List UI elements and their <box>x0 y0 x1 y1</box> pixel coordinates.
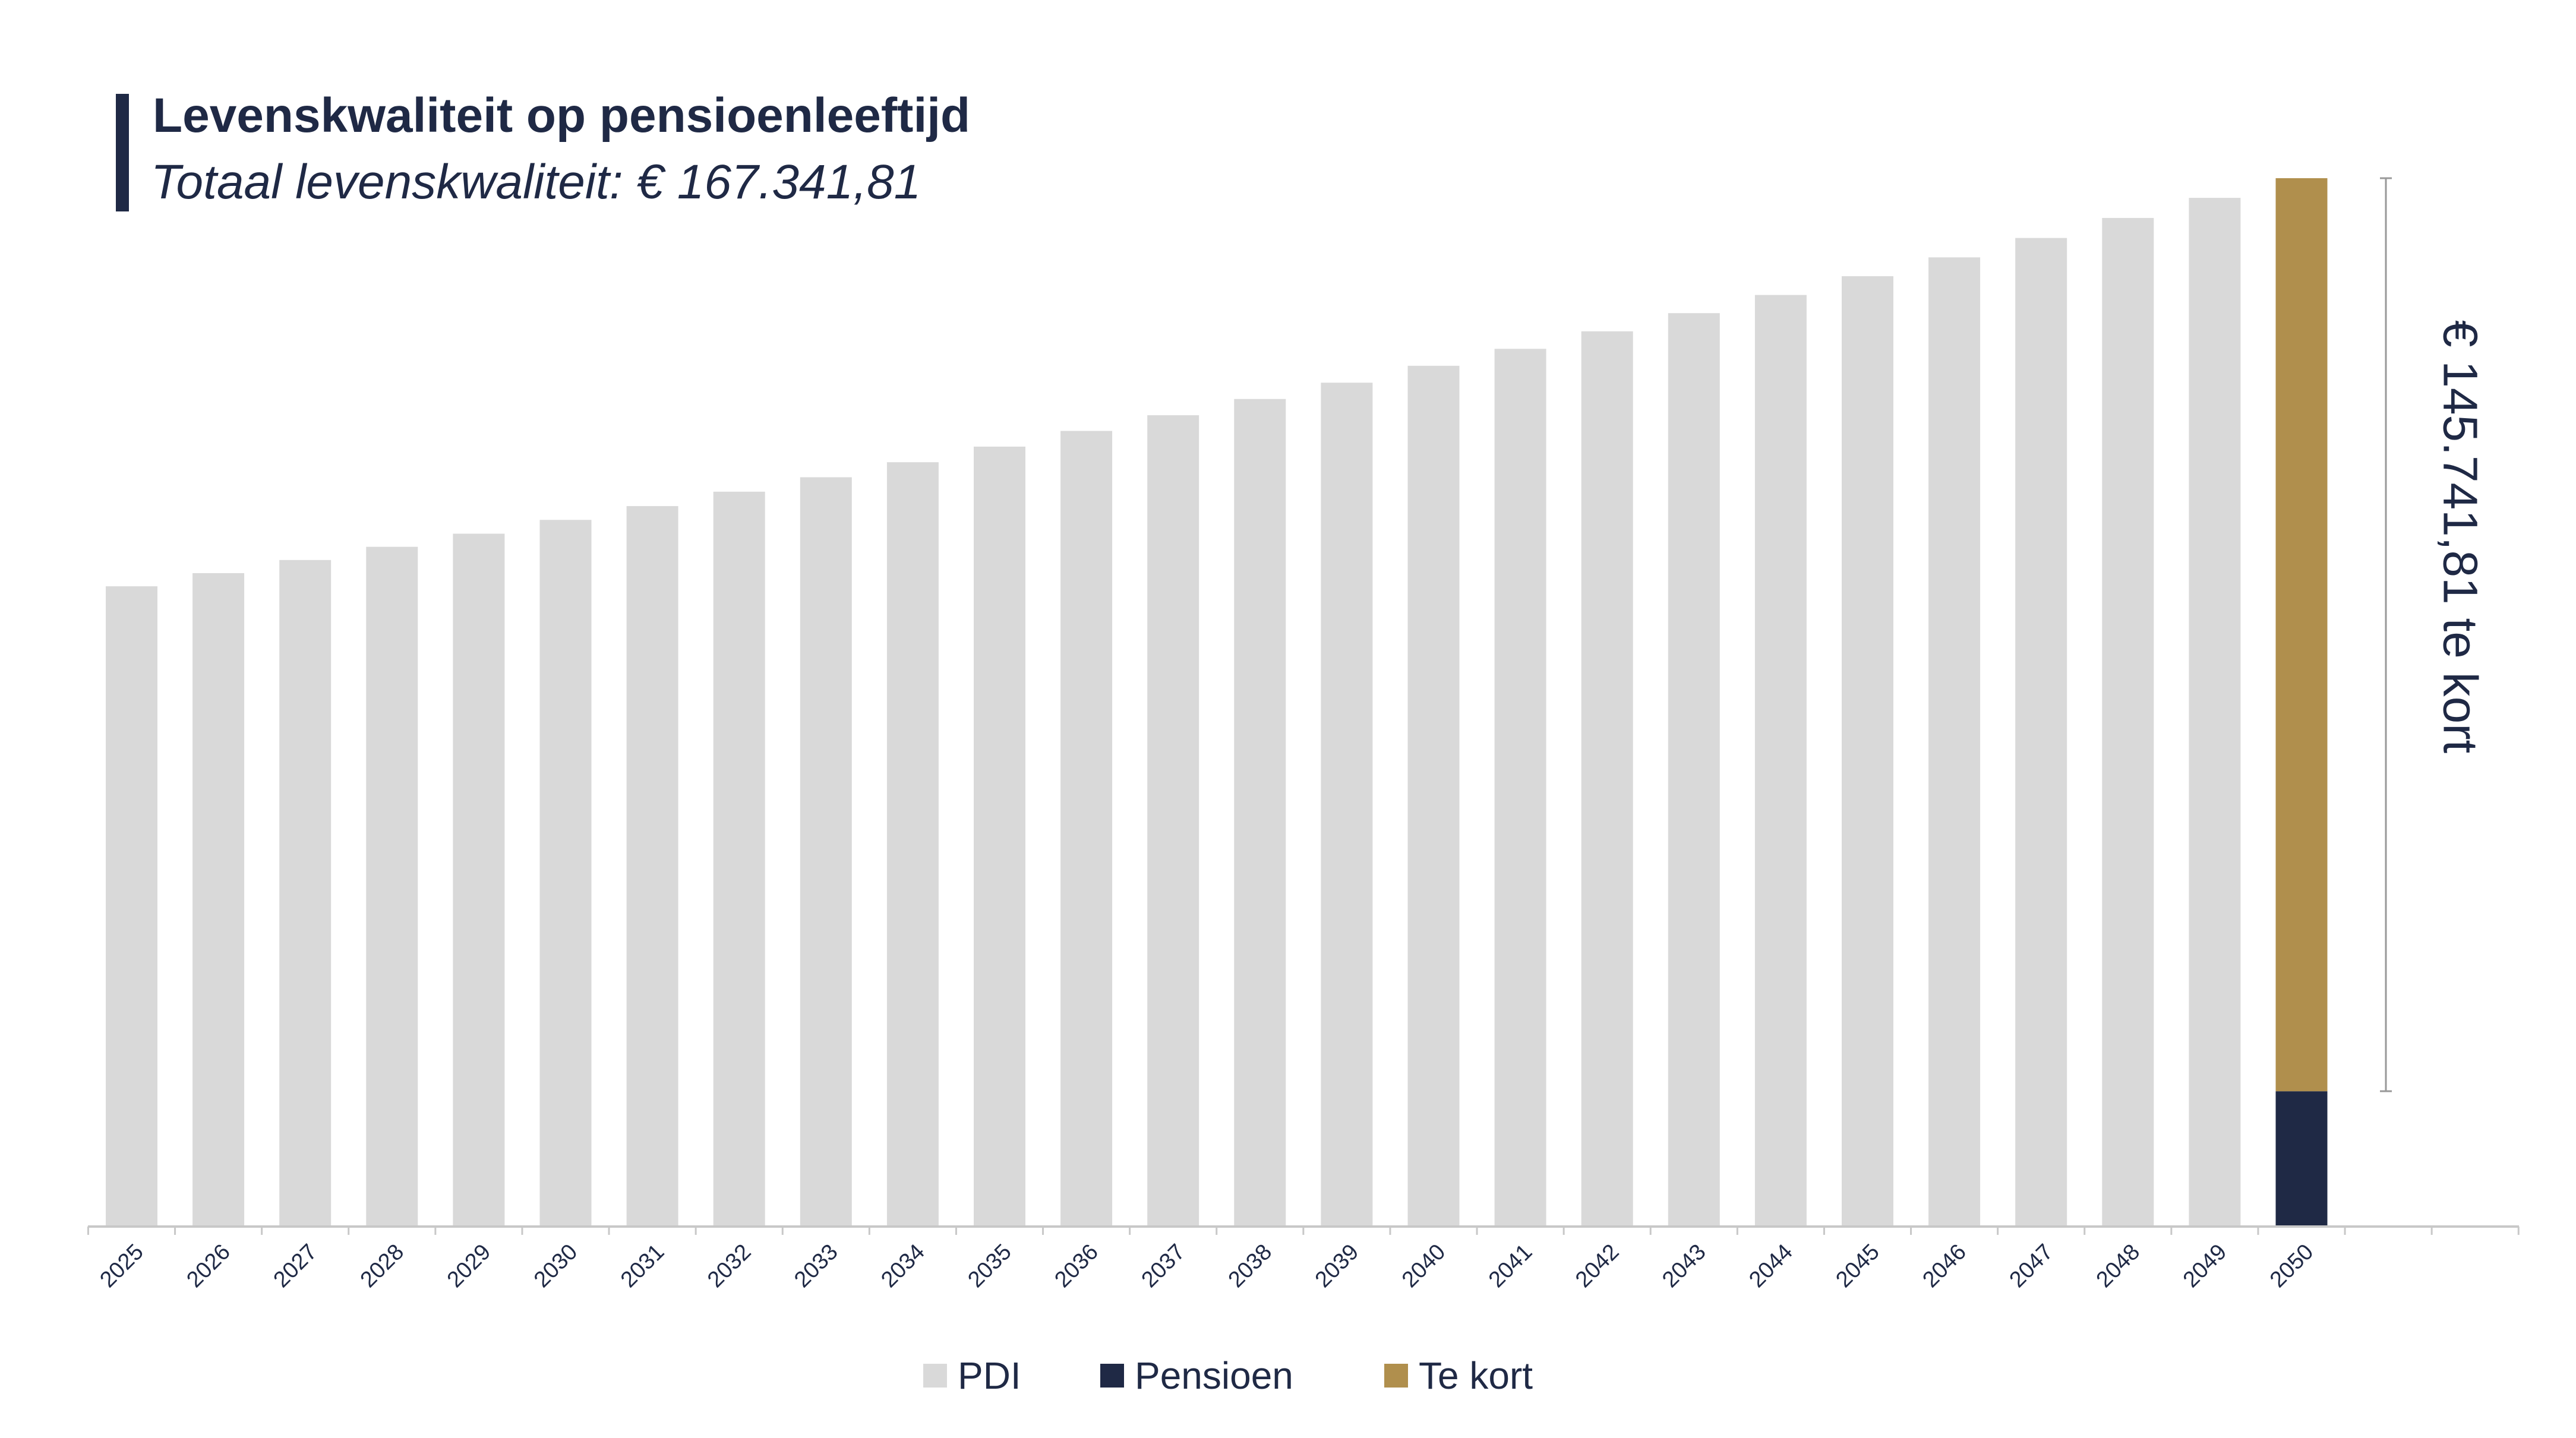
bar-pensioen-2050 <box>2275 1091 2328 1227</box>
chart-title: Levenskwaliteit op pensioenleeftijd <box>153 89 971 143</box>
x-tick-labels: 2025 2026 2027 2028 2029 2030 2031 2032 2033 2034… <box>87 1227 2520 1292</box>
bar-pdi-2041 <box>1494 349 1546 1227</box>
bar-pdi-2027 <box>279 560 332 1227</box>
bar-pdi-2038 <box>1234 399 1286 1227</box>
title-accent-bar <box>116 94 129 211</box>
bar-pdi-2029 <box>453 533 505 1227</box>
bar-pdi-2047 <box>2015 238 2067 1227</box>
x-tick-label-2033: 2033 <box>790 1240 842 1292</box>
x-tick-label-2043: 2043 <box>1658 1240 1710 1292</box>
x-tick-label-2041: 2041 <box>1484 1240 1537 1292</box>
legend-swatch-pdi <box>923 1364 947 1388</box>
x-tick-label-2045: 2045 <box>1831 1240 1884 1292</box>
x-tick-label-2044: 2044 <box>1744 1240 1797 1292</box>
bar-pdi-2040 <box>1407 365 1460 1227</box>
legend: PDI Pensioen Te kort <box>923 1354 1533 1397</box>
x-tick-label-2042: 2042 <box>1571 1240 1624 1292</box>
legend-swatch-te-kort <box>1384 1364 1408 1388</box>
bar-pdi-2045 <box>1842 276 1893 1227</box>
bar-pdi-2032 <box>713 491 765 1227</box>
x-tick-label-2036: 2036 <box>1050 1240 1103 1292</box>
x-tick-label-2039: 2039 <box>1311 1240 1363 1292</box>
x-tick-label-2025: 2025 <box>95 1240 148 1292</box>
x-tick-label-2038: 2038 <box>1224 1240 1277 1292</box>
legend-label-pensioen: Pensioen <box>1135 1354 1293 1397</box>
x-tick-label-2047: 2047 <box>2005 1240 2058 1292</box>
x-tick-label-2031: 2031 <box>616 1240 669 1292</box>
bar-pdi-2036 <box>1060 431 1113 1227</box>
bar-pdi-2033 <box>800 477 852 1227</box>
bar-pdi-2026 <box>192 573 245 1227</box>
x-tick-label-2029: 2029 <box>443 1240 495 1292</box>
bar-pdi-2049 <box>2189 198 2241 1227</box>
x-tick-label-2050: 2050 <box>2265 1240 2318 1292</box>
x-tick-label-2048: 2048 <box>2092 1240 2145 1292</box>
x-tick-label-2035: 2035 <box>963 1240 1016 1292</box>
x-tick-label-2034: 2034 <box>876 1240 929 1292</box>
bar-pdi-2031 <box>626 506 678 1227</box>
x-tick-label-2049: 2049 <box>2179 1240 2231 1292</box>
bar-pdi-2035 <box>974 446 1025 1227</box>
bar-pdi-2042 <box>1581 331 1633 1227</box>
bar-pdi-2030 <box>539 520 592 1227</box>
chart-subtitle: Totaal levenskwaliteit: € 167.341,81 <box>151 155 921 209</box>
bar-pdi-2046 <box>1928 257 1981 1227</box>
legend-label-te-kort: Te kort <box>1419 1354 1533 1397</box>
bar-pdi-2039 <box>1321 383 1373 1227</box>
x-tick-label-2028: 2028 <box>356 1240 409 1292</box>
bar-pdi-2034 <box>886 462 939 1227</box>
shortfall-label: € 145.741,81 te kort <box>2433 320 2487 754</box>
x-tick-label-2032: 2032 <box>703 1240 756 1292</box>
x-tick-label-2027: 2027 <box>269 1240 322 1292</box>
x-tick-label-2026: 2026 <box>182 1240 235 1292</box>
bar-pdi-2044 <box>1754 295 1807 1227</box>
shortfall-annotation: € 145.741,81 te kort <box>2380 177 2487 1092</box>
bar-pdi-2043 <box>1668 313 1720 1227</box>
bars-group <box>106 178 2328 1227</box>
x-tick-label-2037: 2037 <box>1137 1240 1190 1292</box>
x-tick-label-2030: 2030 <box>529 1240 582 1292</box>
bar-te-kort-2050 <box>2275 178 2328 1092</box>
bar-pdi-2048 <box>2102 217 2154 1227</box>
x-tick-label-2040: 2040 <box>1397 1240 1450 1292</box>
x-tick-label-2046: 2046 <box>1918 1240 1971 1292</box>
legend-swatch-pensioen <box>1100 1364 1124 1388</box>
bar-pdi-2028 <box>366 546 418 1227</box>
bar-pdi-2037 <box>1147 415 1199 1227</box>
legend-label-pdi: PDI <box>958 1354 1021 1397</box>
bar-pdi-2025 <box>106 586 157 1227</box>
